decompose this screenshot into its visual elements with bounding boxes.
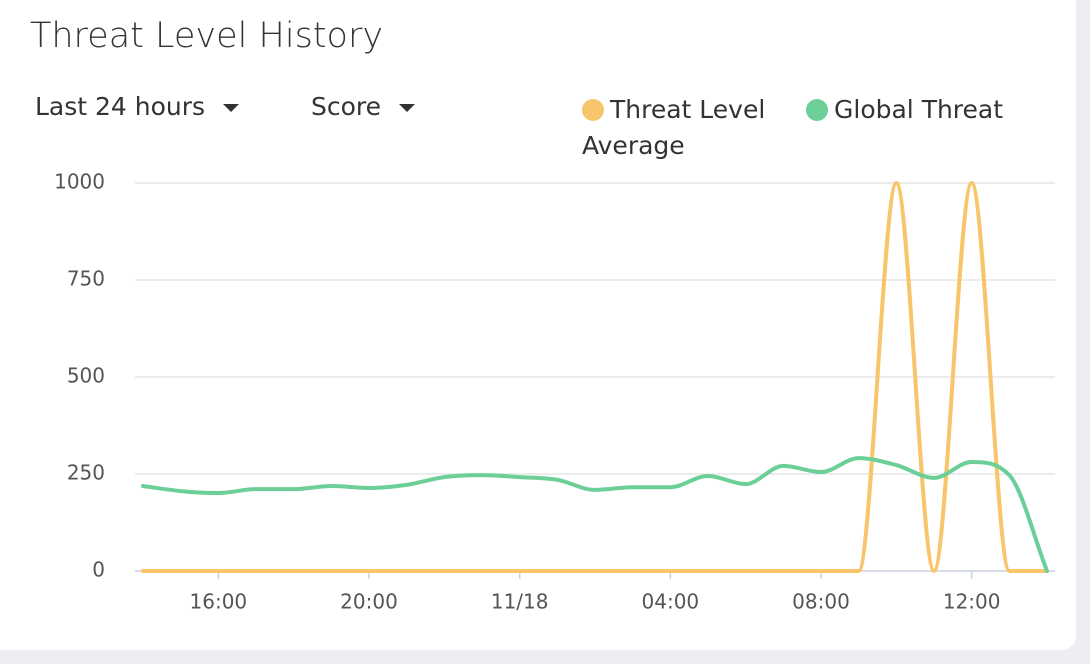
x-tick-label: 16:00 (190, 590, 248, 614)
x-tick-label: 12:00 (943, 590, 1001, 614)
dropdown-label[interactable]: Last 24 hours (35, 92, 206, 121)
legend-item[interactable]: Global Threat (806, 92, 1003, 128)
caret[interactable] (223, 103, 240, 113)
x-tick-label: 11/18 (491, 590, 549, 614)
y-tick-label: 1000 (54, 170, 105, 194)
card: Threat Level History Last 24 hours Score… (0, 0, 1076, 650)
x-tick-label: 20:00 (340, 590, 398, 614)
legend-item[interactable]: Threat Level Average (582, 92, 782, 164)
legend-label[interactable]: Global Threat (834, 95, 1004, 124)
legend-label[interactable]: Threat Level Average (582, 95, 766, 160)
caret[interactable] (399, 103, 416, 113)
y-tick-label: 500 (67, 364, 105, 388)
series-line (141, 181, 1049, 574)
series-line (141, 456, 1049, 573)
legend-dot (582, 99, 604, 121)
y-tick-label: 0 (92, 558, 105, 582)
x-tick-label: 08:00 (792, 590, 850, 614)
title: Threat Level History (30, 16, 384, 56)
legend-dot (806, 99, 828, 121)
y-tick-label: 750 (67, 267, 105, 291)
range-dropdown[interactable]: Last 24 hours (35, 92, 240, 121)
metric-dropdown[interactable]: Score (311, 92, 416, 121)
y-tick-label: 250 (67, 461, 105, 485)
x-tick-label: 04:00 (642, 590, 700, 614)
chart: 0 250 500 750 1000 16:00 20:00 11/18 04:00 08:00 1… (54, 170, 1055, 614)
dropdown-label[interactable]: Score (311, 92, 382, 121)
